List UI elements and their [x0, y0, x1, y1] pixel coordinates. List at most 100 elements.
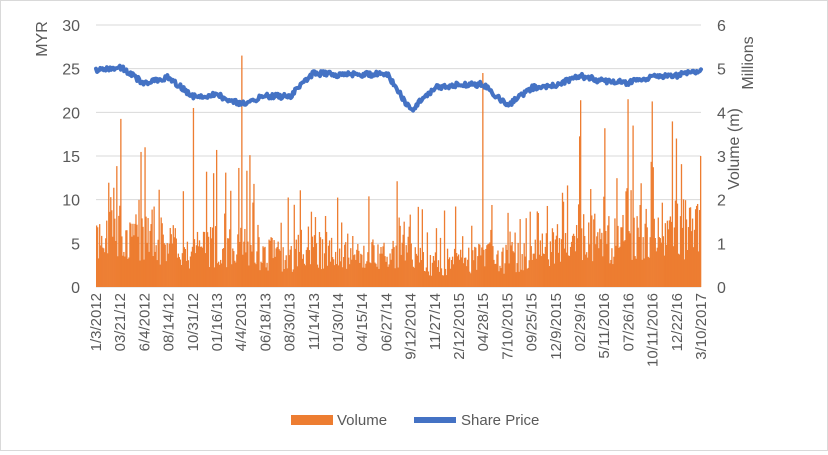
- volume-bar: [528, 260, 530, 287]
- volume-bar: [466, 266, 468, 287]
- volume-bar: [609, 263, 611, 287]
- volume-bar: [427, 271, 430, 287]
- volume-bar: [191, 246, 194, 287]
- x-tick-label: 5/11/2016: [596, 293, 613, 359]
- volume-bar: [243, 241, 245, 287]
- volume-bar: [502, 247, 504, 287]
- volume-bar: [158, 189, 160, 287]
- x-tick-label: 11/14/13: [306, 293, 323, 350]
- volume-bar: [184, 249, 187, 287]
- volume-bar: [612, 264, 614, 287]
- volume-bar: [553, 263, 556, 287]
- volume-bar: [163, 243, 165, 287]
- x-tick-label: 02/29/16: [572, 293, 589, 351]
- volume-bar: [526, 268, 528, 287]
- right-tick-label: 6: [717, 18, 726, 35]
- left-axis-ticks: 0 5 10 15 20 25 30: [62, 18, 80, 297]
- volume-bar: [231, 264, 233, 287]
- right-tick-label: 1: [717, 236, 726, 253]
- volume-bar: [543, 254, 546, 287]
- volume-bar: [672, 246, 675, 287]
- volume-bar: [624, 240, 626, 287]
- volume-bar: [323, 253, 326, 287]
- volume-bar: [461, 257, 463, 287]
- volume-bar: [556, 224, 559, 287]
- volume-bar: [425, 267, 428, 287]
- volume-bar: [540, 256, 542, 287]
- volume-bar: [668, 220, 671, 287]
- x-tick-label: 6/4/2012: [136, 293, 153, 351]
- volume-bar: [252, 202, 254, 287]
- volume-bar: [474, 246, 476, 287]
- right-tick-label: 5: [717, 62, 726, 79]
- volume-bar: [675, 138, 678, 287]
- volume-bar: [128, 257, 130, 287]
- volume-bar: [381, 253, 383, 287]
- volume-bar: [165, 261, 167, 287]
- volume-bar: [627, 99, 629, 287]
- volume-bar: [152, 256, 154, 287]
- x-tick-label: 08/30/13: [282, 293, 299, 351]
- volume-bar: [550, 252, 553, 287]
- volume-bar: [229, 229, 231, 287]
- volume-bar: [500, 268, 502, 287]
- volume-bar: [361, 254, 363, 287]
- volume-bar: [398, 217, 400, 287]
- volume-bar: [320, 269, 323, 287]
- volume-bar: [640, 183, 642, 287]
- volume-bar: [233, 251, 235, 287]
- volume-bar: [197, 246, 200, 287]
- legend: Volume Share Price: [291, 412, 539, 429]
- volume-bar: [246, 170, 248, 287]
- volume-bar: [469, 271, 471, 287]
- share-price-line-layer: [94, 63, 703, 113]
- volume-bar: [596, 236, 598, 287]
- volume-bar: [117, 256, 119, 287]
- volume-bar: [127, 258, 129, 287]
- volume-bar: [162, 234, 164, 287]
- volume-bar: [356, 249, 358, 287]
- volume-bar: [113, 187, 115, 287]
- volume-bar: [258, 237, 260, 287]
- volume-bar: [116, 166, 118, 287]
- volume-bar: [98, 258, 100, 287]
- volume-bar: [558, 238, 561, 287]
- volume-bar: [450, 259, 453, 287]
- volume-bar: [642, 237, 644, 287]
- volume-bar: [648, 257, 650, 287]
- volume-bar: [160, 217, 162, 287]
- volume-bar: [429, 254, 432, 287]
- volume-bar: [666, 220, 669, 287]
- volume-bar: [318, 231, 321, 287]
- volume-bar: [248, 265, 250, 287]
- volume-bar: [690, 231, 693, 287]
- volume-bar: [598, 248, 600, 287]
- volume-bar: [393, 247, 395, 287]
- volume-bar: [573, 235, 576, 287]
- x-axis-ticks: 1/3/2012 03/21/12 6/4/2012 08/14/12 10/31/12…: [88, 293, 710, 367]
- volume-bar: [444, 268, 447, 287]
- x-tick-label: 10/11/2016: [645, 293, 662, 367]
- right-tick-label: 2: [717, 193, 726, 210]
- volume-bar: [653, 218, 655, 287]
- volume-bar: [166, 243, 168, 287]
- volume-bar: [196, 231, 199, 287]
- volume-bar: [616, 178, 618, 287]
- volume-bar: [551, 228, 554, 287]
- volume-bar: [109, 211, 111, 287]
- volume-bar: [207, 236, 210, 287]
- volume-bar: [189, 256, 192, 287]
- volume-bar: [569, 246, 572, 287]
- volume-bar: [289, 249, 291, 287]
- volume-bar: [329, 261, 332, 287]
- volume-bar: [670, 221, 673, 287]
- volume-bars: [96, 55, 702, 288]
- volume-bar: [238, 167, 240, 287]
- volume-bar: [447, 259, 450, 287]
- volume-bar: [105, 238, 107, 287]
- volume-bar: [692, 247, 695, 287]
- volume-bar: [143, 259, 145, 287]
- volume-bar: [367, 252, 369, 287]
- volume-bar: [665, 244, 668, 287]
- volume-bar: [365, 263, 367, 287]
